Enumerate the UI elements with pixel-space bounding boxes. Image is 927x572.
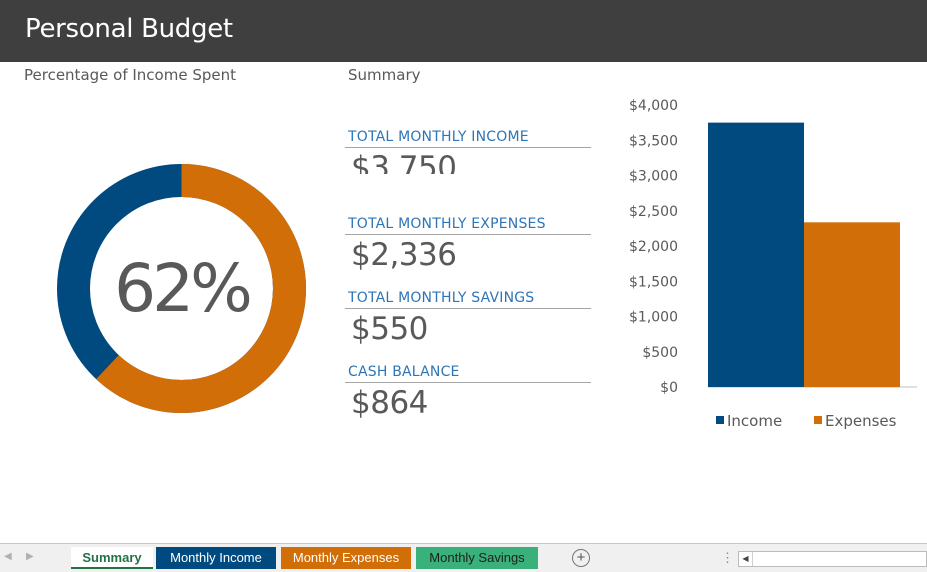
- donut-spent-segment: [57, 164, 306, 413]
- scroll-left-icon[interactable]: ◀: [739, 552, 753, 566]
- tab-summary[interactable]: Summary: [71, 547, 153, 569]
- tab-monthly-expenses[interactable]: Monthly Expenses: [281, 547, 411, 569]
- donut-percentage: 62%: [114, 250, 253, 327]
- y-tick-label: $3,500: [629, 133, 678, 149]
- y-tick-label: $1,000: [629, 310, 678, 326]
- y-tick-label: $2,000: [629, 239, 678, 255]
- y-tick-label: $2,500: [629, 204, 678, 220]
- metric-value: $550: [351, 311, 428, 347]
- title-bar: Personal Budget: [0, 0, 927, 62]
- plus-circle-icon[interactable]: +: [572, 549, 590, 567]
- legend-swatch: [814, 416, 822, 424]
- metric-label: CASH BALANCE: [345, 364, 591, 383]
- total-monthly-income: TOTAL MONTHLY INCOME $3,750: [345, 129, 591, 174]
- metric-label: TOTAL MONTHLY SAVINGS: [345, 290, 591, 309]
- bar-income: [708, 122, 804, 387]
- legend-swatch: [716, 416, 724, 424]
- metric-value: $864: [351, 385, 428, 421]
- legend-label: Income: [727, 412, 782, 430]
- total-monthly-expenses: TOTAL MONTHLY EXPENSES $2,336: [345, 216, 591, 273]
- app-title: Personal Budget: [25, 14, 233, 44]
- metric-label: TOTAL MONTHLY INCOME: [345, 129, 591, 148]
- metric-value: $2,336: [351, 237, 457, 273]
- triangle-left-icon[interactable]: ◀: [4, 551, 12, 562]
- y-tick-label: $4,000: [629, 98, 678, 114]
- tab-monthly-savings[interactable]: Monthly Savings: [416, 547, 538, 569]
- total-monthly-savings: TOTAL MONTHLY SAVINGS $550: [345, 290, 591, 347]
- income-vs-expenses-bar-chart: $0 $500 $1,000 $1,500 $2,000 $2,500 $3,000 $3,5…: [629, 98, 917, 430]
- y-tick-label: $0: [660, 380, 678, 396]
- cash-balance: CASH BALANCE $864: [345, 364, 591, 421]
- bar-expenses: [804, 222, 900, 387]
- summary-title: Summary: [348, 66, 421, 84]
- triangle-right-icon[interactable]: ▶: [26, 551, 34, 562]
- sheet-tab-bar: ◀ ▶ Summary Monthly Income Monthly Expen…: [0, 543, 927, 572]
- income-spent-donut-chart: [57, 164, 306, 413]
- horizontal-scrollbar[interactable]: ◀: [738, 551, 927, 567]
- metric-label: TOTAL MONTHLY EXPENSES: [345, 216, 591, 235]
- metric-value: $3,750: [351, 150, 457, 174]
- y-tick-label: $3,000: [629, 169, 678, 185]
- y-tick-label: $1,500: [629, 274, 678, 290]
- vertical-dots-icon[interactable]: ⋮: [721, 550, 734, 565]
- y-tick-label: $500: [642, 345, 678, 361]
- donut-title: Percentage of Income Spent: [24, 66, 236, 84]
- tab-monthly-income[interactable]: Monthly Income: [156, 547, 276, 569]
- legend-label: Expenses: [825, 412, 897, 430]
